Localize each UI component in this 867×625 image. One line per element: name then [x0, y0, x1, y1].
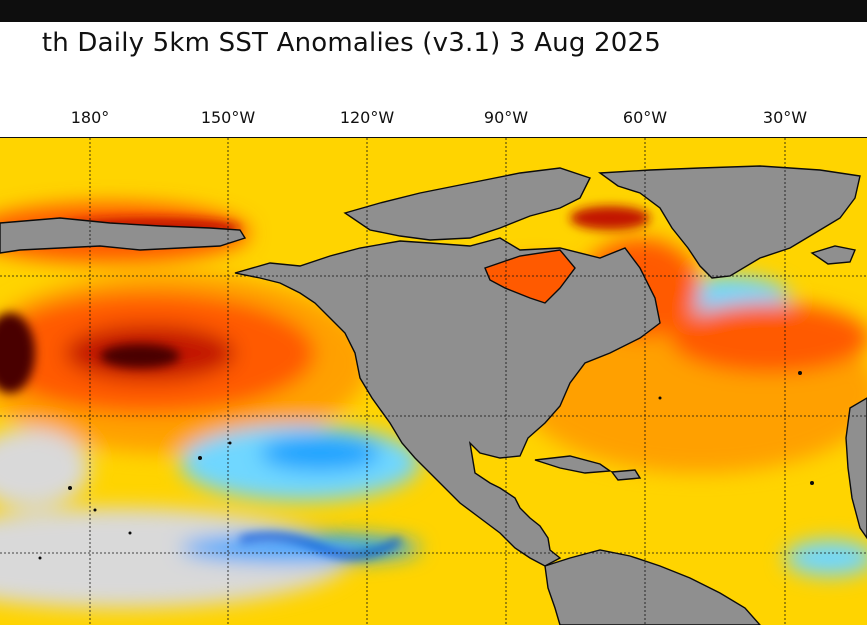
warm-anomaly-peak-north-pacific — [100, 344, 180, 368]
land-south-america — [544, 549, 761, 625]
lon-label-150w: 150°W — [200, 108, 256, 127]
island-dot — [128, 531, 132, 535]
land-siberia — [0, 217, 247, 254]
warm-anomaly-peak-west-pacific — [0, 313, 35, 393]
cool-anomaly-california-current-core — [260, 435, 380, 471]
map-title-container: th Daily 5km SST Anomalies (v3.1) 3 Aug … — [0, 28, 860, 68]
lon-label-30w: 30°W — [762, 108, 808, 127]
warm-anomaly-subpolar-atlantic — [670, 303, 867, 373]
sst-anomaly-map — [0, 137, 867, 625]
map-title: th Daily 5km SST Anomalies (v3.1) 3 Aug … — [41, 28, 661, 58]
land-layer — [0, 165, 867, 625]
island-dot — [93, 508, 97, 512]
islands-layer — [38, 371, 814, 560]
land-greenland — [597, 165, 861, 279]
island-dot — [810, 481, 814, 485]
land-north-america — [234, 237, 661, 567]
cool-anomaly-equatorial-wave — [239, 533, 402, 559]
graticule — [0, 138, 867, 625]
lon-label-180: 180° — [70, 108, 110, 127]
lon-label-60w: 60°W — [622, 108, 668, 127]
island-dot — [658, 396, 662, 400]
island-dot — [38, 556, 42, 560]
island-dot — [228, 441, 232, 445]
warm-anomaly-peak-baffin-bay — [570, 206, 650, 230]
island-dot — [68, 486, 72, 490]
land-hispaniola — [610, 469, 642, 481]
hudson-bay-water — [484, 249, 576, 304]
cool-anomaly-tropical-atlantic — [785, 540, 867, 576]
land-africa — [845, 397, 867, 540]
anomaly-layer — [0, 203, 867, 608]
top-bar — [0, 0, 867, 22]
land-cuba — [534, 455, 612, 474]
island-dot — [198, 456, 202, 460]
lon-label-120w: 120°W — [339, 108, 395, 127]
island-dot — [798, 371, 802, 375]
land-arctic-archipelago — [343, 167, 591, 241]
map-canvas — [0, 138, 867, 625]
neutral-water-tropical-pacific — [0, 508, 350, 608]
land-iceland — [810, 245, 856, 265]
lon-label-90w: 90°W — [483, 108, 529, 127]
neutral-water-west-pacific — [0, 428, 90, 508]
